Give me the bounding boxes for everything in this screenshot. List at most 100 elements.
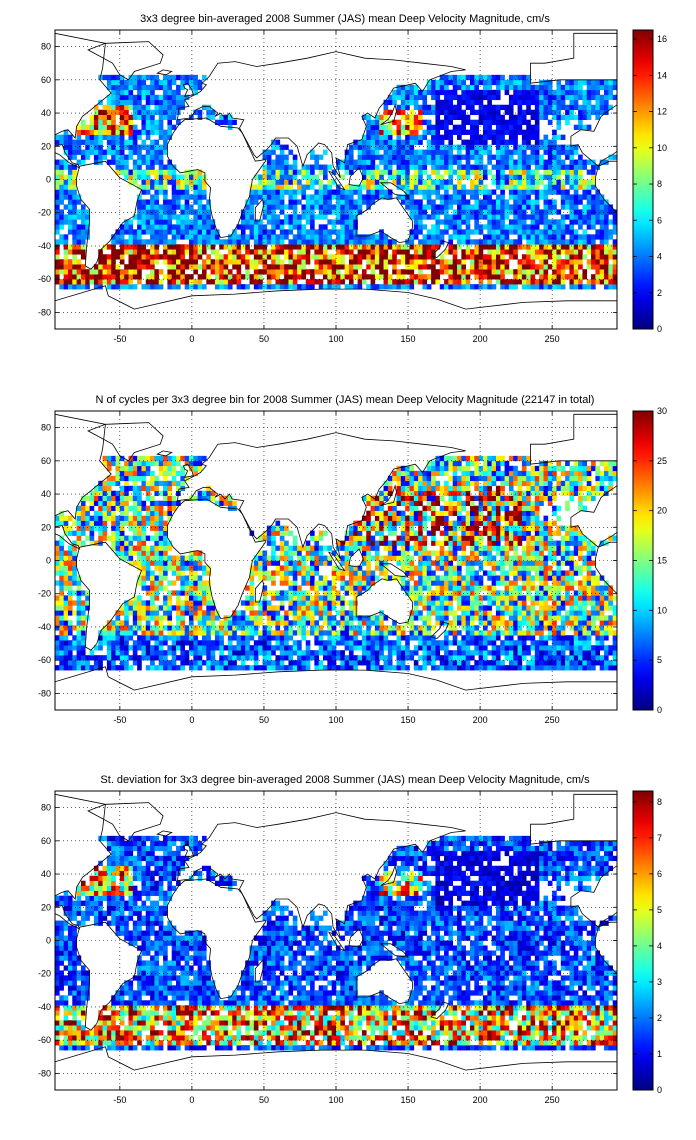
coastline xyxy=(76,160,142,270)
y-tick-label: 40 xyxy=(41,108,51,118)
y-tick-label: 80 xyxy=(41,803,51,813)
coastline xyxy=(348,548,364,568)
coastline xyxy=(327,170,346,191)
coastline xyxy=(167,498,266,620)
coastline xyxy=(595,921,617,975)
coastline xyxy=(355,197,413,244)
colorbar-tick-label: 2 xyxy=(657,288,662,298)
colorbar-tick-label: 30 xyxy=(657,406,667,416)
coastline xyxy=(55,32,112,169)
coastline xyxy=(595,541,617,595)
coastline xyxy=(55,666,617,710)
coastline xyxy=(379,943,410,958)
coastline xyxy=(530,413,617,548)
panel-stdev: St. deviation for 3x3 degree bin-average… xyxy=(38,774,662,1105)
y-tick-label: -20 xyxy=(38,969,51,979)
x-tick-label: 0 xyxy=(189,1095,194,1105)
coastline xyxy=(177,812,466,940)
x-tick-label: 0 xyxy=(189,715,194,725)
x-tick-label: 50 xyxy=(259,715,269,725)
colorbar-tick-label: 5 xyxy=(657,905,662,915)
coastline xyxy=(156,830,173,837)
colorbar-tick-label: 8 xyxy=(657,797,662,807)
coastline xyxy=(379,182,410,197)
coastline xyxy=(380,103,397,126)
y-tick-label: -40 xyxy=(38,1002,51,1012)
colorbar-tick-label: 0 xyxy=(657,324,662,334)
grid xyxy=(55,30,617,329)
grid xyxy=(55,791,617,1090)
coastline xyxy=(177,432,466,560)
panel-title: N of cycles per 3x3 degree bin for 2008 … xyxy=(96,394,595,406)
coastline xyxy=(355,578,413,625)
y-tick-label: 40 xyxy=(41,489,51,499)
colorbar-tick-label: 6 xyxy=(657,869,662,879)
y-tick-label: -60 xyxy=(38,655,51,665)
x-tick-label: -50 xyxy=(113,1095,126,1105)
coastline xyxy=(355,958,413,1005)
x-tick-label: 100 xyxy=(328,715,343,725)
y-tick-label: 0 xyxy=(46,556,51,566)
colorbar: 0 5 10 15 20 25 30 xyxy=(632,406,667,715)
coastline xyxy=(530,793,617,928)
y-tick-label: 60 xyxy=(41,75,51,85)
coastline xyxy=(167,117,266,239)
y-tick-label: 80 xyxy=(41,42,51,52)
colorbar: 0 1 2 3 4 5 6 7 8 xyxy=(632,790,662,1095)
x-tick-label: 250 xyxy=(545,1095,560,1105)
coastline xyxy=(530,32,617,167)
coastline xyxy=(87,41,164,81)
x-tick-label: 150 xyxy=(401,1095,416,1105)
coastline xyxy=(254,579,265,603)
colorbar-tick-label: 14 xyxy=(657,70,667,80)
x-tick-label: 100 xyxy=(328,1095,343,1105)
coastline xyxy=(348,167,364,187)
coastline xyxy=(348,928,364,948)
y-tick-label: -20 xyxy=(38,208,51,218)
x-tick-label: 200 xyxy=(473,334,488,344)
coastline xyxy=(156,69,173,76)
y-tick-label: 20 xyxy=(41,141,51,151)
x-tick-label: 250 xyxy=(545,334,560,344)
coastline xyxy=(254,959,265,983)
x-tick-label: -50 xyxy=(113,715,126,725)
y-tick-label: -80 xyxy=(38,688,51,698)
coastline xyxy=(430,1001,449,1020)
x-tick-label: 250 xyxy=(545,715,560,725)
coastline xyxy=(327,551,346,572)
colorbar-tick-label: 16 xyxy=(657,34,667,44)
coastline xyxy=(55,793,112,930)
coastline xyxy=(87,802,164,842)
grid xyxy=(55,411,617,710)
panel-ncycles: N of cycles per 3x3 degree bin for 2008 … xyxy=(38,394,667,725)
y-tick-label: 0 xyxy=(46,175,51,185)
y-tick-label: -60 xyxy=(38,274,51,284)
colorbar-tick-label: 7 xyxy=(657,833,662,843)
colorbar-tick-label: 5 xyxy=(657,655,662,665)
colorbar-tick-label: 3 xyxy=(657,977,662,987)
x-tick-label: 100 xyxy=(328,334,343,344)
colorbar-tick-label: 15 xyxy=(657,556,667,566)
colorbar-gradient xyxy=(632,29,654,330)
y-tick-label: 0 xyxy=(46,936,51,946)
x-tick-label: 150 xyxy=(401,334,416,344)
panel-title: 3x3 degree bin-averaged 2008 Summer (JAS… xyxy=(140,13,550,25)
colorbar-tick-label: 4 xyxy=(657,252,662,262)
x-tick-label: 200 xyxy=(473,715,488,725)
colorbar-tick-label: 4 xyxy=(657,941,662,951)
coastline xyxy=(182,463,194,478)
colorbar-tick-label: 2 xyxy=(657,1013,662,1023)
y-tick-label: -40 xyxy=(38,622,51,632)
coastline xyxy=(254,198,265,222)
coastline xyxy=(167,878,266,1000)
coastline xyxy=(55,1046,617,1090)
coastline xyxy=(55,413,112,550)
y-tick-label: 60 xyxy=(41,456,51,466)
coastline xyxy=(76,921,142,1031)
x-tick-label: 50 xyxy=(259,1095,269,1105)
y-tick-label: -80 xyxy=(38,307,51,317)
colorbar-tick-label: 0 xyxy=(657,1085,662,1095)
y-tick-label: -80 xyxy=(38,1068,51,1078)
map-cells xyxy=(55,413,617,710)
colorbar-tick-label: 6 xyxy=(657,215,662,225)
